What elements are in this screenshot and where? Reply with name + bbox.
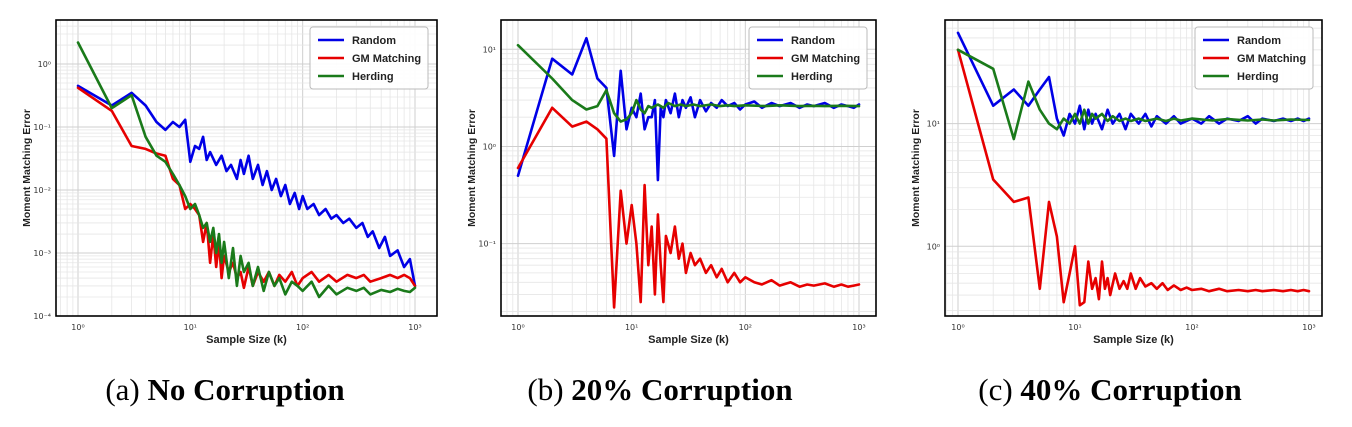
y-tick-label: 10⁻⁴	[33, 312, 51, 321]
y-tick-label: 10⁻¹	[478, 240, 496, 249]
legend-a: Random GM Matching Herding	[309, 26, 429, 90]
series-line-gm-matching	[516, 106, 861, 309]
legend-label: Herding	[352, 71, 394, 83]
legend-c: Random GM Matching Herding	[1194, 26, 1314, 90]
x-tick-label: 10⁰	[511, 323, 524, 332]
legend-label: Random	[791, 35, 835, 47]
plot-frame	[500, 19, 877, 317]
caption-a-title: No Corruption	[147, 372, 345, 407]
x-tick-label: 10²	[296, 323, 309, 332]
x-tick-label: 10¹	[1068, 323, 1081, 332]
series-line-random	[76, 84, 417, 288]
y-tick-label: 10¹	[483, 45, 496, 54]
legend-box	[309, 26, 429, 90]
x-tick-label: 10³	[408, 323, 421, 332]
legend-b: Random GM Matching Herding	[748, 26, 868, 90]
y-tick-label: 10⁻¹	[33, 123, 51, 132]
chart-b: 10⁰ 10¹ 10² 10³ 10⁻¹ 10⁰ 10¹ Sample Size (k) Mom…	[466, 19, 877, 346]
x-tick-label: 10¹	[625, 323, 638, 332]
legend-label: GM Matching	[1237, 53, 1306, 65]
legend-label: Random	[1237, 35, 1281, 47]
caption-b-title: 20% Corruption	[571, 372, 793, 407]
y-tick-label: 10⁻³	[33, 249, 51, 258]
series-line-herding	[956, 48, 1311, 141]
y-axis-label: Moment Matching Error	[21, 109, 33, 227]
legend-label: GM Matching	[352, 53, 421, 65]
legend-label: GM Matching	[791, 53, 860, 65]
y-tick-label: 10⁰	[483, 142, 496, 151]
x-axis-label: Sample Size (k)	[648, 334, 729, 346]
series-group-c	[956, 31, 1311, 307]
series-line-herding	[76, 41, 417, 299]
series-group-b	[516, 36, 861, 309]
plot-frame	[55, 19, 438, 317]
x-tick-label: 10²	[739, 323, 752, 332]
legend-box	[748, 26, 868, 90]
chart-c: 10⁰ 10¹ 10² 10³ 10⁰ 10¹ Sample Size (k) Moment …	[910, 19, 1323, 346]
x-tick-label: 10⁰	[71, 323, 84, 332]
legend-label: Herding	[791, 71, 833, 83]
x-tick-label: 10¹	[184, 323, 197, 332]
series-group-a	[76, 41, 417, 299]
series-line-herding	[516, 43, 861, 123]
y-axis-label: Moment Matching Error	[910, 109, 922, 227]
y-axis-label: Moment Matching Error	[466, 109, 478, 227]
x-tick-label: 10⁰	[951, 323, 964, 332]
caption-c-title: 40% Corruption	[1020, 372, 1242, 407]
plot-frame	[944, 19, 1323, 317]
legend-label: Random	[352, 35, 396, 47]
caption-b: (b) 20% Corruption	[527, 372, 792, 408]
chart-a: 10⁰ 10¹ 10² 10³ 10⁻⁴ 10⁻³ 10⁻² 10⁻¹ 10⁰ Sample Si…	[21, 19, 438, 346]
caption-c: (c) 40% Corruption	[978, 372, 1241, 408]
legend-label: Herding	[1237, 71, 1279, 83]
caption-a-prefix: (a)	[105, 372, 148, 407]
x-axis-label: Sample Size (k)	[206, 334, 287, 346]
series-line-gm-matching	[956, 48, 1311, 307]
y-tick-label: 10¹	[927, 120, 940, 129]
series-line-random	[956, 31, 1311, 137]
x-tick-label: 10²	[1185, 323, 1198, 332]
y-tick-label: 10⁻²	[33, 186, 51, 195]
y-tick-label: 10⁰	[38, 60, 51, 69]
x-tick-label: 10³	[1302, 323, 1315, 332]
caption-b-prefix: (b)	[527, 372, 572, 407]
legend-box	[1194, 26, 1314, 90]
y-tick-label: 10⁰	[927, 242, 940, 251]
x-tick-label: 10³	[852, 323, 865, 332]
series-line-gm-matching	[76, 86, 417, 290]
x-axis-label: Sample Size (k)	[1093, 334, 1174, 346]
caption-c-prefix: (c)	[978, 372, 1021, 407]
caption-a: (a) No Corruption	[105, 372, 344, 408]
